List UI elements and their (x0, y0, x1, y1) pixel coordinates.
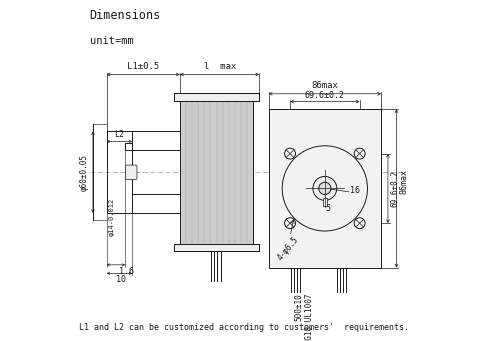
Text: L2: L2 (114, 130, 124, 139)
Text: 4-φ6.5: 4-φ6.5 (276, 235, 300, 263)
Text: AWG18 UL1007: AWG18 UL1007 (305, 293, 314, 341)
Bar (174, 244, 260, 251)
Text: l  max: l max (204, 62, 236, 71)
Text: 69.6±0.2: 69.6±0.2 (391, 170, 399, 207)
Circle shape (319, 182, 331, 194)
Text: 5: 5 (326, 204, 331, 213)
Text: L1 and L2 can be customized according to customers'  requirements.: L1 and L2 can be customized according to… (79, 324, 409, 332)
Text: Dimensions: Dimensions (89, 9, 161, 21)
Text: 16: 16 (350, 186, 361, 195)
Bar (174, 93, 260, 101)
Text: 69.6±0.2: 69.6±0.2 (305, 91, 345, 100)
Bar (180, 101, 253, 244)
Text: 86max: 86max (312, 81, 338, 90)
Bar (269, 109, 381, 268)
Text: φ60±0.05: φ60±0.05 (80, 154, 89, 191)
Text: 10: 10 (116, 275, 126, 284)
Text: 86max: 86max (400, 169, 409, 194)
Text: unit=mm: unit=mm (89, 36, 133, 46)
Text: 1.6: 1.6 (120, 267, 135, 276)
Text: 500±10: 500±10 (295, 293, 304, 321)
Text: φ14-0.012: φ14-0.012 (108, 198, 114, 236)
Text: L1±0.5: L1±0.5 (127, 62, 159, 71)
Bar (323, 198, 327, 206)
FancyBboxPatch shape (125, 165, 137, 179)
